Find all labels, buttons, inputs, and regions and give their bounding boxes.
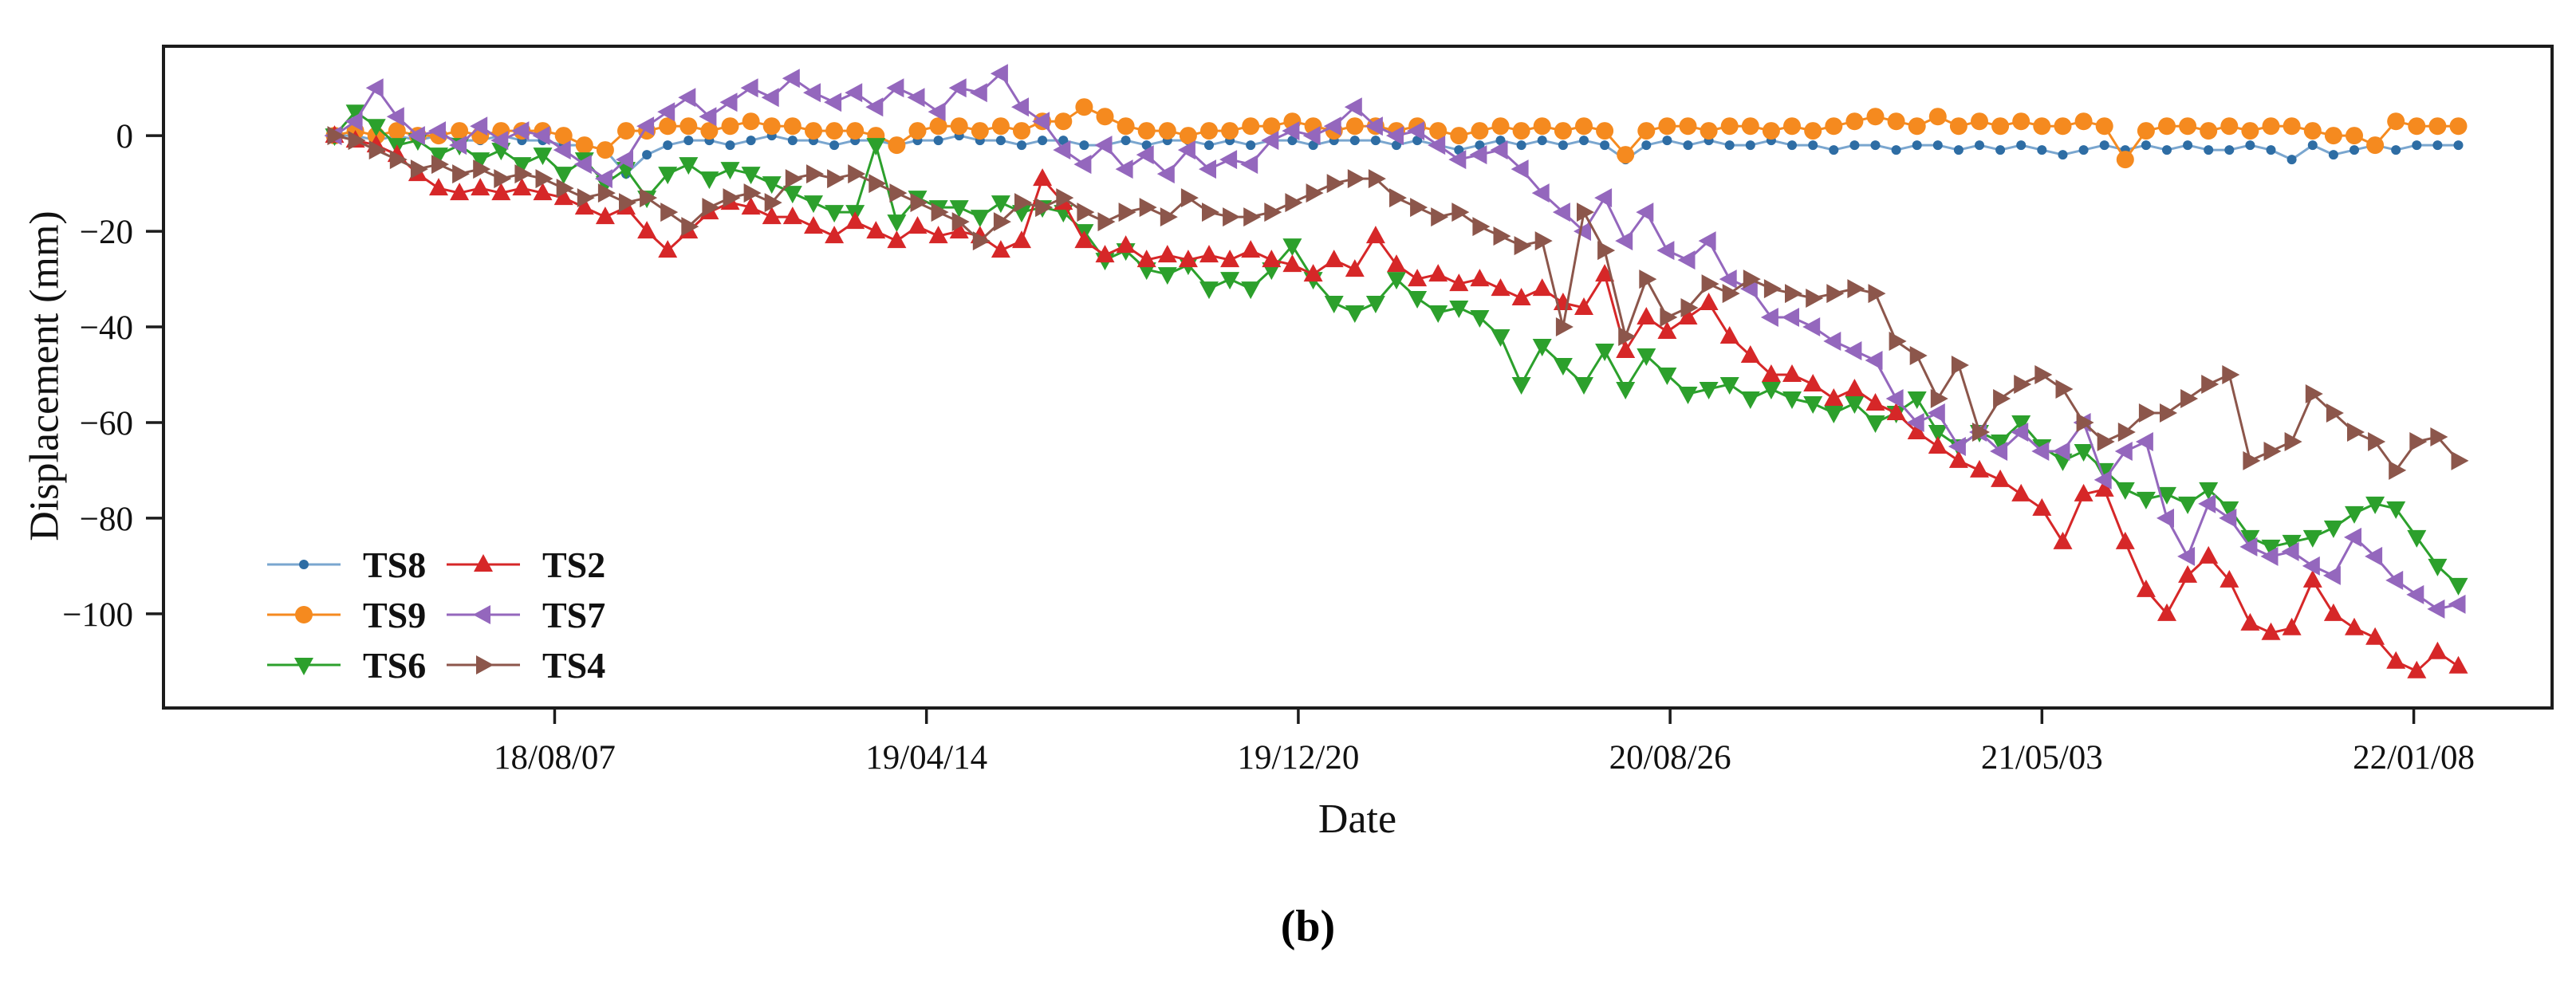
legend-label-TS6: TS6 — [363, 645, 426, 686]
series-TS7-line — [333, 72, 2459, 611]
y-tick-label-0: 0 — [116, 118, 134, 155]
legend-item-TS6: TS6 — [267, 645, 426, 686]
y-tick-label-1: −20 — [80, 214, 133, 251]
legend-item-TS2: TS2 — [447, 545, 605, 585]
series-TS6-line — [333, 110, 2460, 587]
legend-item-TS4: TS4 — [447, 645, 605, 686]
series-TS2 — [325, 125, 2468, 678]
y-tick-label-2: −40 — [80, 309, 133, 347]
plot-border — [162, 45, 2554, 710]
y-tick-label-3: −60 — [80, 405, 133, 442]
x-tick-label-2: 19/12/20 — [1237, 739, 1359, 777]
legend-label-TS4: TS4 — [542, 645, 605, 686]
series-TS2-line — [334, 134, 2460, 673]
legend-label-TS2: TS2 — [542, 545, 605, 585]
series-TS2-markers — [325, 125, 2468, 678]
x-tick-label-1: 19/04/14 — [865, 739, 987, 777]
figure-caption: (b) — [1280, 902, 1336, 951]
legend-item-TS7: TS7 — [447, 595, 605, 635]
x-tick-label-3: 20/08/26 — [1609, 739, 1731, 777]
y-tick-label-4: −80 — [80, 501, 133, 538]
series-TS6-markers — [325, 104, 2468, 596]
y-tick-label-5: −100 — [62, 596, 133, 634]
legend-item-TS8: TS8 — [267, 545, 426, 585]
legend-label-TS9: TS9 — [363, 595, 426, 635]
x-tick-label-5: 22/01/08 — [2353, 739, 2475, 777]
legend-item-TS9: TS9 — [267, 595, 426, 635]
series-TS4 — [327, 126, 2469, 480]
x-axis-title: Date — [1318, 796, 1397, 842]
y-axis-title: Displacement (mm) — [22, 210, 68, 541]
x-tick-label-0: 18/08/07 — [494, 739, 616, 777]
x-tick-label-4: 21/05/03 — [1981, 739, 2103, 777]
series-TS7 — [324, 64, 2466, 619]
series-TS4-markers — [327, 126, 2469, 480]
series-TS6 — [325, 104, 2468, 596]
legend-label-TS7: TS7 — [542, 595, 605, 635]
series-TS9-markers — [325, 98, 2468, 169]
legend-label-TS8: TS8 — [363, 545, 426, 585]
